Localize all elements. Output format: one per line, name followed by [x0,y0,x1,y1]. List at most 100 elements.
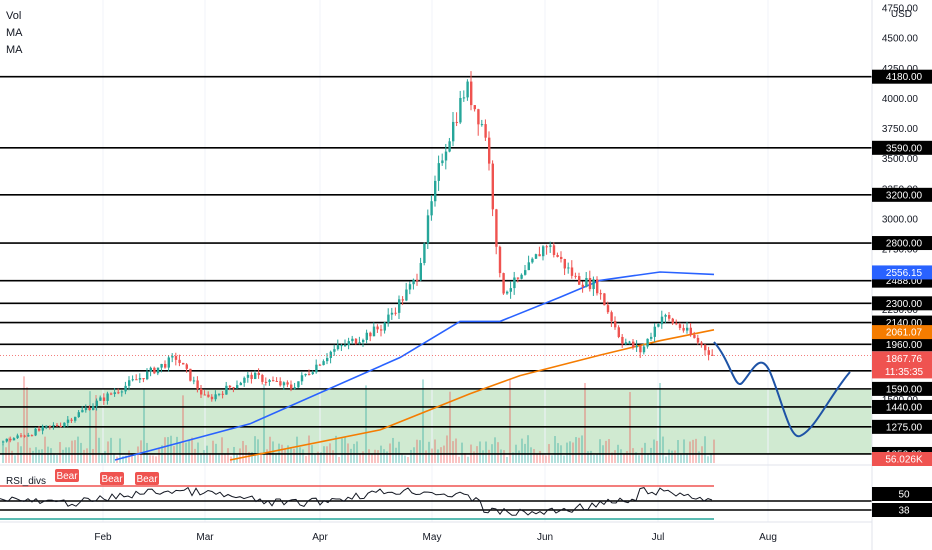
candle-body [520,274,523,279]
candle-body [92,406,95,411]
candle-body [502,273,505,294]
level-tag-7[interactable] [872,337,932,352]
volume-bar [50,448,52,463]
candle-body [498,246,502,274]
candle-body [563,258,566,269]
candle-body [243,377,246,383]
volume-bar [383,449,385,463]
candle-body [578,276,581,285]
candle-body [322,361,325,366]
volume-bar [362,451,364,463]
level-tag-3[interactable] [872,236,932,251]
rsi-bear-badge-2[interactable] [135,472,159,485]
volume-bar [503,450,505,463]
ma-short-tag[interactable] [872,325,932,340]
level-tag-0[interactable] [872,69,932,84]
level-tag-10[interactable] [872,399,932,414]
candle-body [653,326,656,337]
rsi-bear-badge-1[interactable] [100,472,124,485]
level-tag-2[interactable] [872,187,932,202]
candle-body [531,258,534,263]
rsi-label[interactable]: RSI_divs [6,476,47,487]
volume-bar [101,454,103,463]
volume-bar [305,455,307,463]
level-tag-11[interactable] [872,419,932,434]
rsi-level-38-tag-label: 38 [898,506,910,517]
volume-bar [647,453,649,463]
candle-body [704,344,707,351]
volume-tag[interactable] [872,452,932,466]
candle-body [675,323,678,325]
volume-bar [62,449,64,463]
volume-bar [665,456,667,463]
candle-body [88,408,91,411]
volume-tag-label: 56.026K [885,455,923,466]
price-tick: 4000.00 [882,94,919,105]
volume-bar [653,439,655,463]
level-tag-1[interactable] [872,140,932,155]
volume-bar [377,450,379,463]
ma-long-tag[interactable] [872,265,932,280]
volume-bar [578,437,580,463]
candle-body [570,267,574,276]
volume-bar [404,455,406,463]
candle-body [182,362,185,365]
candle-body [218,393,221,395]
volume-bar [512,452,514,463]
rsi-level-50-tag[interactable] [872,487,932,501]
last-price-tag[interactable] [872,351,932,366]
volume-bar [509,378,511,463]
candle-body [275,380,278,382]
rsi-bear-badge-label: Bear [101,474,123,485]
rsi-bear-badge-0[interactable] [55,469,79,482]
candle-body [416,279,419,281]
candle-body [689,327,692,335]
candle-body [221,393,224,395]
volume-bar [680,454,682,463]
volume-bar [242,440,244,463]
level-tag-5[interactable] [872,296,932,311]
volume-bar [650,447,652,463]
rsi-level-38-tag[interactable] [872,503,932,517]
legend-ma-1[interactable]: MA [6,27,23,39]
volume-bar [308,435,310,463]
volume-bar [92,449,94,463]
candle-body [214,394,217,400]
candle-body [524,270,527,275]
candle-body [340,345,343,347]
x-label-apr: Apr [312,532,328,543]
volume-bar [359,454,361,463]
candle-body [574,275,577,277]
legend-ma-2[interactable]: MA [6,44,23,56]
volume-bar [44,436,46,463]
candle-body [686,327,689,331]
legend: Vol MA MA [6,8,23,59]
level-tags: 4180.00 3590.00 3200.00 2800.00 2488.00 2300.… [872,69,932,517]
volume-bar [479,441,481,463]
candle-body [282,382,286,386]
volume-bar [419,440,421,463]
candle-body [95,400,98,407]
candle-body [480,124,484,126]
volume-bar [488,449,490,463]
candle-body [110,393,113,395]
candle-body [678,324,682,328]
volume-bar [434,439,436,463]
legend-vol[interactable]: Vol [6,10,22,22]
rsi-line [0,486,713,516]
countdown-tag[interactable] [872,364,932,379]
volume-bar [32,450,34,463]
level-tag-9[interactable] [872,381,932,396]
level-tag-3-label: 2800.00 [886,239,923,250]
candle-body [347,341,350,346]
ma-short-tag-label: 2061.07 [886,328,923,339]
volume-bar [545,455,547,463]
rsi-bear-badge-label: Bear [56,471,78,482]
candle-body [203,394,206,396]
volume-bar [608,439,610,463]
volume-bar [572,442,574,463]
volume-bar [671,450,673,463]
price-tick: 4250.00 [882,64,919,75]
candle-body [311,372,314,375]
